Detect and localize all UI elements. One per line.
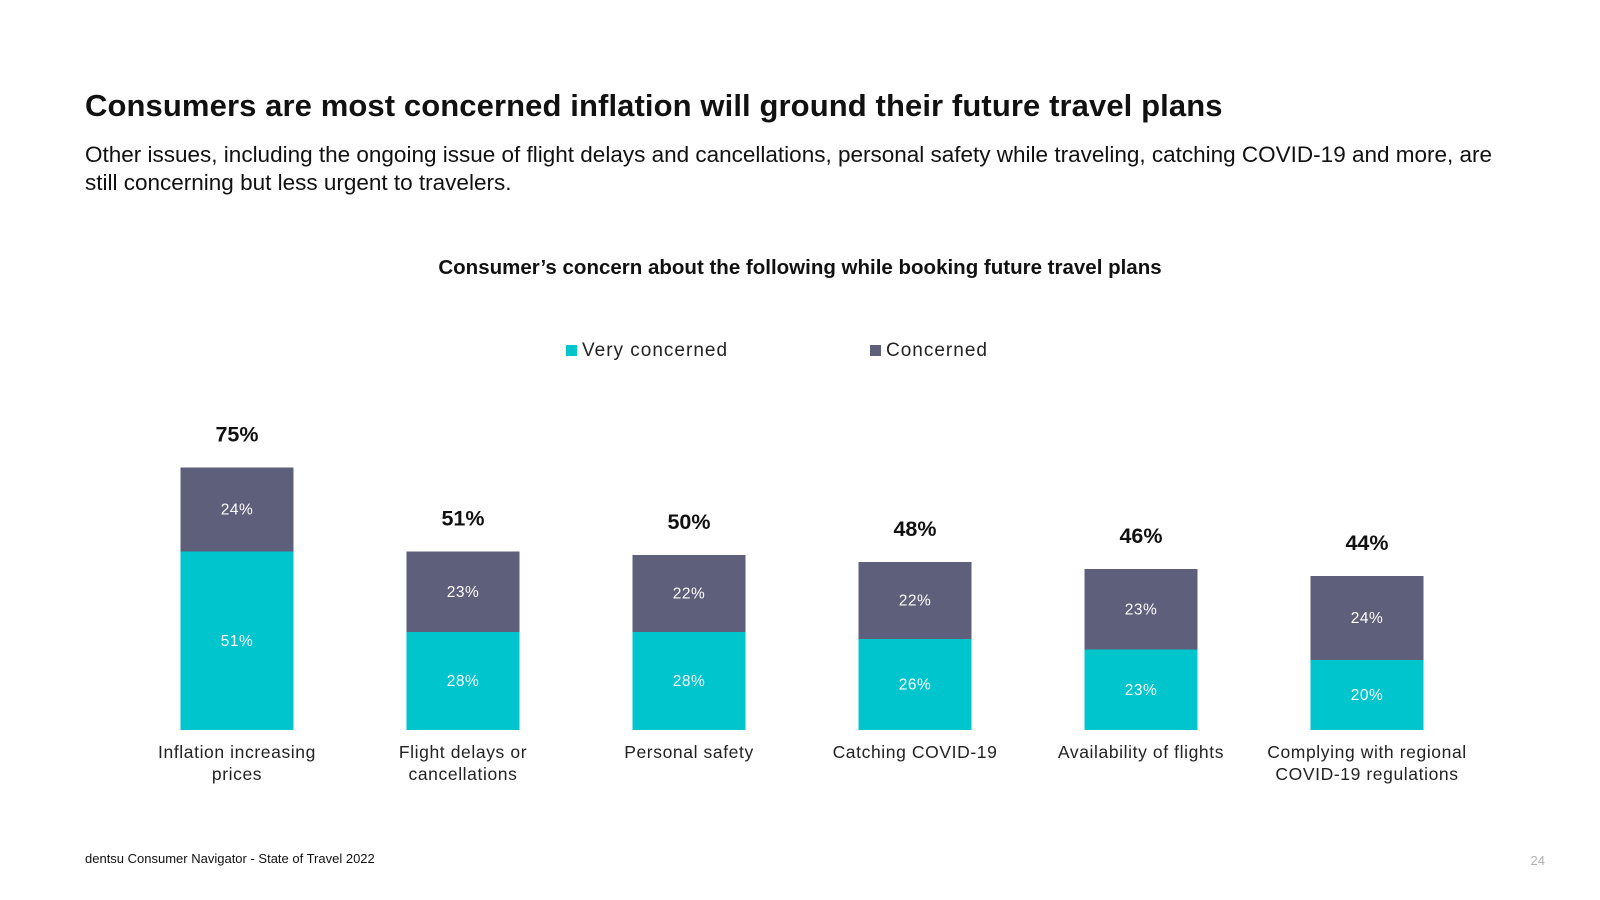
total-label-6: 44% <box>1345 531 1388 555</box>
total-label-5: 46% <box>1119 524 1162 548</box>
bar-segment-concerned-1 <box>180 467 294 552</box>
data-label-concerned-6: 24% <box>1351 610 1384 627</box>
category-label-3-line-1: Personal safety <box>624 742 754 762</box>
total-label-1: 75% <box>215 423 258 447</box>
bar-segment-very-concerned-5 <box>1084 649 1198 730</box>
category-label-2-line-2: cancellations <box>409 764 518 784</box>
page-title: Consumers are most concerned inflation w… <box>85 88 1223 123</box>
category-label-4-line-1: Catching COVID-19 <box>833 742 998 762</box>
stacked-bar-chart: Consumer’s concern about the following w… <box>158 256 1467 784</box>
data-label-concerned-2: 23% <box>447 584 480 601</box>
data-label-very-concerned-3: 28% <box>673 673 706 690</box>
data-label-very-concerned-5: 23% <box>1125 682 1158 699</box>
category-label-1-line-1: Inflation increasing <box>158 742 316 762</box>
data-label-very-concerned-1: 51% <box>221 633 254 650</box>
bar-segment-very-concerned-4 <box>858 639 972 730</box>
bar-segment-concerned-3 <box>632 555 746 632</box>
page-subtitle: Other issues, including the ongoing issu… <box>85 142 1493 195</box>
legend-label-1: Very concerned <box>582 340 728 361</box>
category-label-6-line-2: COVID-19 regulations <box>1275 764 1458 784</box>
total-label-4: 48% <box>893 517 936 541</box>
page-number: 24 <box>1530 853 1545 868</box>
category-label-2-line-1: Flight delays or <box>399 742 527 762</box>
bar-segment-very-concerned-2 <box>406 632 520 730</box>
data-label-very-concerned-6: 20% <box>1351 687 1384 704</box>
chart-title: Consumer’s concern about the following w… <box>438 256 1161 279</box>
category-label-6-line-1: Complying with regional <box>1267 742 1467 762</box>
legend-label-2: Concerned <box>886 340 988 361</box>
data-label-concerned-4: 22% <box>899 593 932 610</box>
bar-segment-very-concerned-6 <box>1310 660 1424 730</box>
data-label-very-concerned-4: 26% <box>899 677 932 694</box>
bar-segment-concerned-5 <box>1084 569 1198 650</box>
data-label-concerned-1: 24% <box>221 502 254 519</box>
bar-segment-concerned-2 <box>406 551 520 632</box>
legend-swatch-1 <box>566 345 577 356</box>
total-label-3: 50% <box>667 510 710 534</box>
data-label-very-concerned-2: 28% <box>447 673 480 690</box>
bar-segment-concerned-4 <box>858 562 972 639</box>
total-label-2: 51% <box>441 507 484 531</box>
bar-segment-concerned-6 <box>1310 576 1424 660</box>
data-label-concerned-3: 22% <box>673 586 706 603</box>
bar-segment-very-concerned-1 <box>180 551 294 730</box>
footer-source: dentsu Consumer Navigator - State of Tra… <box>85 851 375 866</box>
bar-segment-very-concerned-3 <box>632 632 746 730</box>
legend-swatch-2 <box>870 345 881 356</box>
category-label-5-line-1: Availability of flights <box>1058 742 1224 762</box>
category-label-1-line-2: prices <box>212 764 262 784</box>
data-label-concerned-5: 23% <box>1125 601 1158 618</box>
